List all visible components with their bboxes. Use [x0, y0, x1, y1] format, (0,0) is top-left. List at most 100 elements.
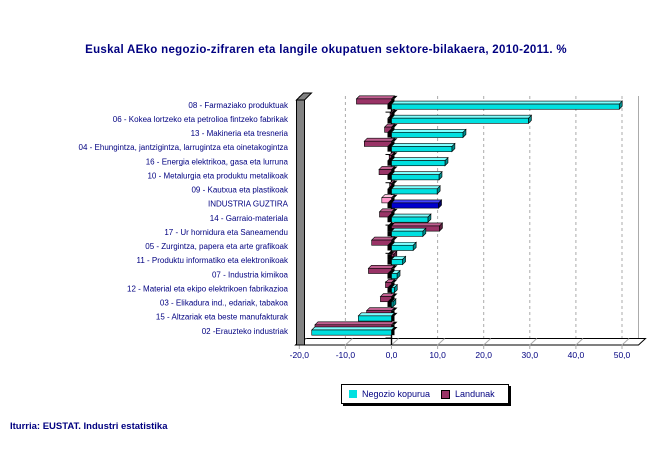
- bar-landunak-12-top: [367, 265, 396, 269]
- bar-negozio-15-base: [391, 312, 398, 316]
- bar-negozio-0-base: [387, 101, 395, 105]
- bar-negozio-5-base: [387, 171, 395, 175]
- bar-negozio-10-top: [390, 241, 417, 246]
- category-label: 13 - Makineria eta tresneria: [191, 129, 289, 138]
- floor-hatch: [391, 338, 399, 346]
- bar-landunak-10-top: [370, 236, 396, 241]
- floor-hatch: [621, 338, 630, 346]
- bar-negozio-6-top: [390, 185, 441, 190]
- category-label: 10 - Metalurgia eta produktu metalikoak: [147, 171, 289, 180]
- bar-negozio-4-base: [387, 160, 392, 166]
- floor-hatch: [529, 338, 538, 346]
- bar-negozio-3-top: [390, 143, 456, 147]
- bar-negozio-9: [391, 230, 424, 237]
- floor-hatch: [345, 338, 353, 346]
- legend-label-negozio: Negozio kopurua: [362, 389, 431, 399]
- bar-landunak-12: [368, 268, 392, 274]
- bar-negozio-3-base: [387, 143, 395, 147]
- bar-landunak-10-base: [391, 237, 398, 241]
- bar-chart-canvas: 08 - Farmaziako produktuak 06 - Kokea lor…: [79, 92, 647, 360]
- floor-hatch: [575, 338, 584, 346]
- bar-landunak-5-base: [391, 166, 398, 170]
- bar-negozio-2-top: [390, 128, 467, 133]
- x-axis-label: 20,0: [475, 350, 492, 360]
- bar-negozio-12: [391, 273, 398, 279]
- bar-negozio-1: [391, 117, 529, 124]
- bar-negozio-9-base: [387, 228, 395, 232]
- bar-negozio-11: [391, 259, 403, 265]
- bar-negozio-10: [391, 244, 414, 251]
- bar-negozio-8-top: [390, 213, 432, 218]
- bar-negozio-2-base: [387, 129, 395, 133]
- bar-landunak-3: [364, 140, 392, 147]
- bar-negozio-1-base: [387, 118, 392, 124]
- bar-negozio-1-top: [390, 114, 533, 119]
- bar-negozio-16: [311, 329, 392, 336]
- bar-negozio-16-base: [391, 329, 395, 336]
- bar-negozio-7-base: [387, 202, 392, 209]
- bar-landunak-14-base: [391, 293, 398, 297]
- bar-negozio-7-base: [387, 199, 395, 203]
- category-label: 02 -Erauzteko industriak: [202, 327, 289, 336]
- bar-negozio-12-base: [387, 270, 395, 274]
- category-label: INDUSTRIA GUZTIRA: [208, 200, 289, 209]
- wall-top: [295, 92, 313, 101]
- bar-negozio-12-base: [387, 273, 392, 279]
- bar-landunak-1-base: [391, 109, 398, 113]
- category-label: 08 - Farmaziako produktuak: [188, 101, 289, 110]
- bar-landunak-11-base: [387, 254, 392, 260]
- bar-negozio-9-top: [390, 227, 427, 232]
- bar-negozio-14-base: [387, 298, 395, 302]
- category-label: 05 - Zurgintza, papera eta arte grafikoa…: [145, 242, 289, 251]
- bar-landunak-0-top: [355, 95, 396, 100]
- bar-negozio-5-top: [390, 171, 443, 175]
- bar-landunak-8-base: [391, 208, 398, 212]
- bar-negozio-15: [358, 315, 392, 322]
- bar-landunak-9-base: [387, 225, 392, 232]
- bar-landunak-13-base: [391, 279, 398, 283]
- bar-negozio-6-base: [387, 185, 395, 189]
- bar-negozio-2: [391, 131, 464, 138]
- category-label: 16 - Energia elektrikoa, gasa eta lurrun…: [146, 157, 289, 166]
- bar-negozio-4-top: [390, 157, 449, 161]
- bar-negozio-8-base: [387, 214, 395, 218]
- bar-negozio-6: [391, 188, 438, 195]
- bar-negozio-0: [391, 103, 620, 110]
- bar-negozio-11-base: [387, 259, 392, 265]
- bar-landunak-2-base: [391, 124, 398, 128]
- floor-hatch: [437, 338, 445, 346]
- bar-landunak-15-top: [365, 307, 396, 311]
- floor-hatch: [483, 338, 492, 346]
- x-axis-label: 40,0: [568, 350, 585, 360]
- x-axis-label: -20,0: [290, 350, 310, 360]
- bar-negozio-4: [391, 160, 446, 167]
- x-axis-label: 10,0: [429, 350, 446, 360]
- bar-negozio-13: [391, 287, 395, 294]
- bar-landunak-7-base: [391, 194, 398, 198]
- bar-landunak-11-base: [387, 251, 395, 255]
- bar-landunak-16-base: [391, 321, 398, 325]
- bar-landunak-16-top: [314, 321, 396, 326]
- x-axis-label: 30,0: [522, 350, 539, 360]
- bar-negozio-3-base: [387, 146, 392, 152]
- category-label: 03 - Elikadura ind., edariak, tabakoa: [160, 299, 289, 308]
- x-axis-label: 50,0: [614, 350, 631, 360]
- bar-landunak-15-base: [391, 307, 398, 311]
- bar-negozio-7-top: [390, 199, 443, 204]
- bar-landunak-9-base: [387, 222, 395, 226]
- category-label: 04 - Ehungintza, jantzigintza, larrugint…: [79, 143, 289, 152]
- category-label: 09 - Kautxua eta plastikoak: [191, 186, 289, 195]
- negozio-kopurua-swatch-icon: [349, 390, 357, 398]
- bar-landunak-0: [356, 98, 392, 105]
- bar-negozio-14: [391, 301, 394, 308]
- category-label: 15 - Altzariak eta beste manufakturak: [156, 313, 289, 322]
- bar-landunak-0-base: [391, 95, 398, 99]
- bar-negozio-5-base: [387, 174, 392, 180]
- bar-landunak-5-top: [378, 166, 396, 170]
- legend-label-landunak: Landunak: [455, 389, 495, 399]
- bar-negozio-8: [391, 216, 429, 223]
- bar-landunak-3-base: [391, 138, 398, 142]
- bar-negozio-16-top: [311, 326, 396, 331]
- bar-negozio-14-base: [387, 301, 392, 307]
- chart-legend: Negozio kopurua Landunak: [341, 384, 509, 404]
